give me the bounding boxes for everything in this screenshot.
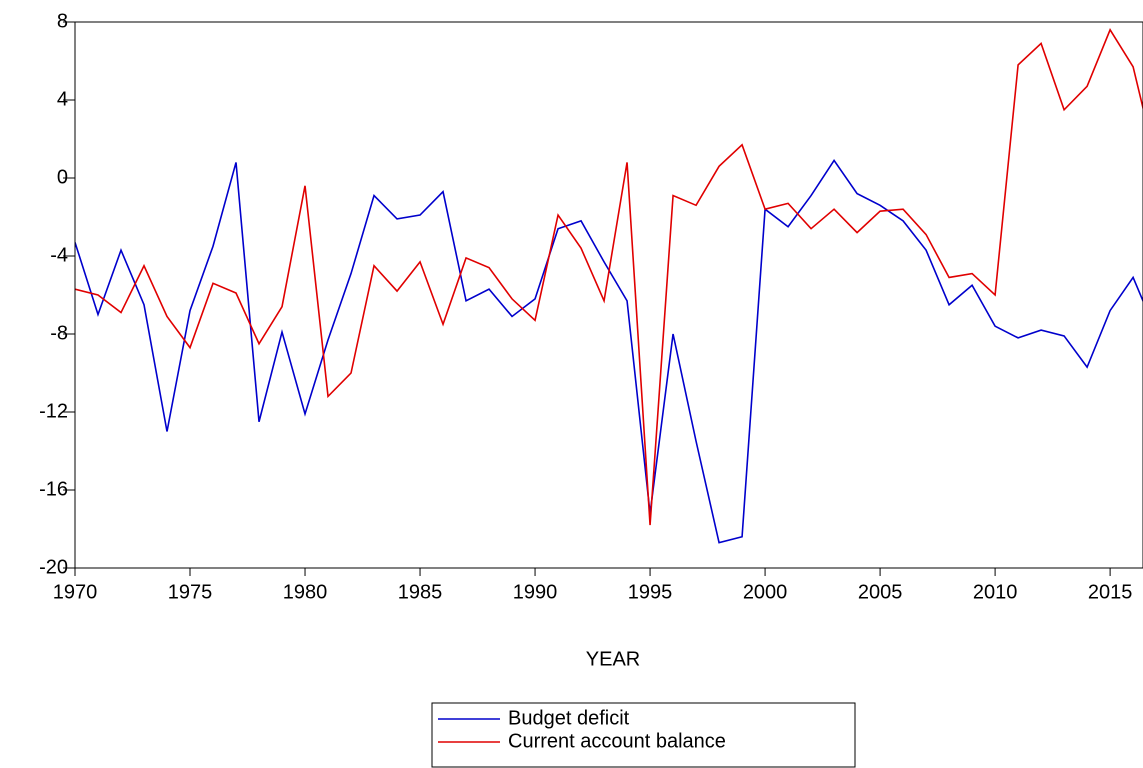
- y-tick-label: 0: [57, 166, 68, 188]
- y-tick-label: -4: [50, 244, 68, 266]
- x-tick-label: 2000: [743, 581, 788, 603]
- x-tick-label: 1975: [168, 581, 213, 603]
- x-tick-label: 1990: [513, 581, 558, 603]
- series-line: [75, 159, 1143, 544]
- plot-frame: [74, 21, 1143, 569]
- x-tick-label: 1995: [628, 581, 673, 603]
- x-tick-label: 2015: [1088, 581, 1133, 603]
- y-tick-label: -12: [39, 400, 68, 422]
- x-axis-label: YEAR: [586, 648, 640, 670]
- legend-box: [431, 702, 856, 768]
- y-tick-label: -16: [39, 478, 68, 500]
- plot-area: [75, 28, 1143, 544]
- y-tick-label: 8: [57, 10, 68, 32]
- x-tick-label: 1985: [398, 581, 443, 603]
- legend-label: Budget deficit: [508, 707, 630, 729]
- series-line: [75, 28, 1143, 526]
- legend-label: Current account balance: [508, 730, 726, 752]
- x-tick-label: 2010: [973, 581, 1018, 603]
- x-tick-label: 1970: [53, 581, 98, 603]
- x-tick-label: 1980: [283, 581, 328, 603]
- x-tick-label: 2005: [858, 581, 903, 603]
- y-tick-label: -20: [39, 556, 68, 578]
- y-tick-label: -8: [50, 322, 68, 344]
- y-tick-label: 4: [57, 88, 68, 110]
